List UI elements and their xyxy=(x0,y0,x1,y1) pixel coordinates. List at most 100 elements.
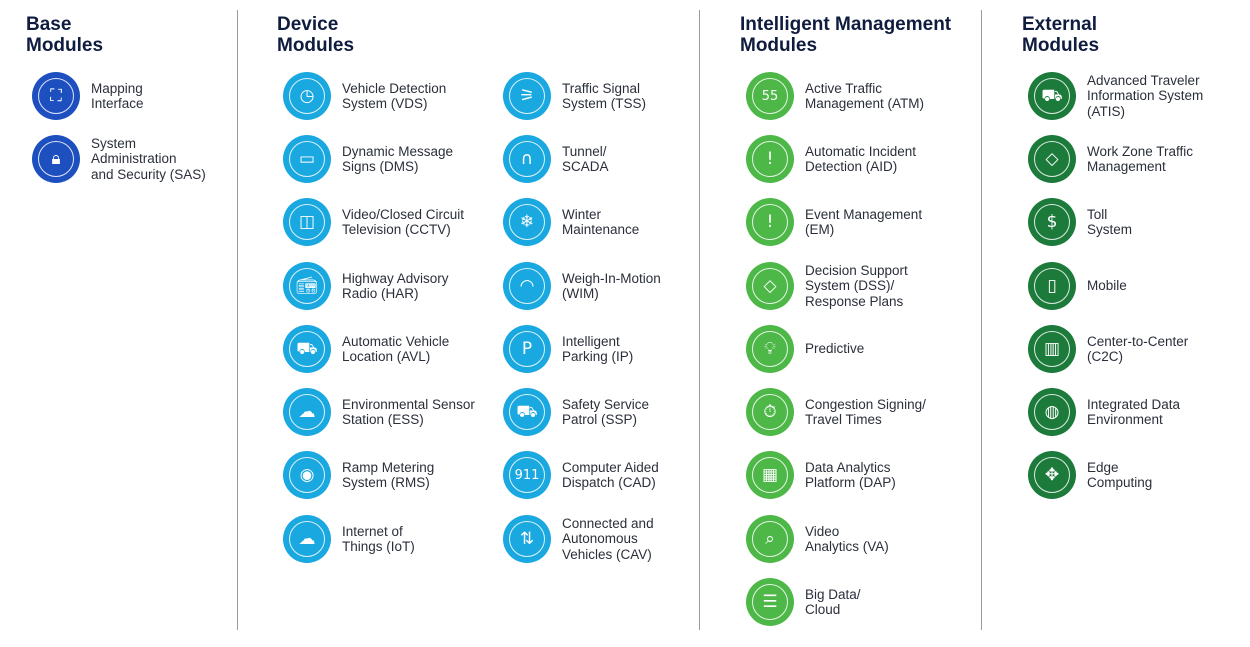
module-item[interactable]: ◫ Video/Closed Circuit Television (CCTV) xyxy=(283,197,464,247)
module-item[interactable]: ⛟ Automatic Vehicle Location (AVL) xyxy=(283,324,449,374)
module-label: Advanced Traveler Information System (ATIS… xyxy=(1087,72,1204,119)
patrol-truck-icon: ⛟ xyxy=(503,388,551,436)
module-item[interactable]: ☰ Big Data/Cloud xyxy=(746,577,861,627)
module-label: Environmental Sensor Station (ESS) xyxy=(342,396,475,428)
module-item[interactable]: ⛟ Advanced Traveler Information System (ATI… xyxy=(1028,71,1203,121)
module-item[interactable]: ⇅ Connected and Autonomous Vehicles (CAV) xyxy=(503,514,654,564)
scale-icon: ◠ xyxy=(503,262,551,310)
video-search-icon: ⌕ xyxy=(746,515,794,563)
tunnel-icon: ∩ xyxy=(503,135,551,183)
base-section-title: Base Modules xyxy=(26,14,103,56)
module-item[interactable]: ! Automatic Incident Detection (AID) xyxy=(746,134,916,184)
module-item[interactable]: ◉ Ramp Metering System (RMS) xyxy=(283,450,434,500)
map-icon: ⛶ xyxy=(32,72,80,120)
car-location-icon: ⛟ xyxy=(283,325,331,373)
module-label: Highway Advisory Radio (HAR) xyxy=(342,270,449,302)
module-label: Tunnel/SCADA xyxy=(562,143,609,175)
camera-icon: ◫ xyxy=(283,198,331,246)
section-title-line: Modules xyxy=(740,35,818,56)
module-label: Weigh-In-Motion (WIM) xyxy=(562,270,661,302)
module-item[interactable]: ▯ Mobile xyxy=(1028,261,1127,311)
section-title-line: Device xyxy=(277,14,339,35)
module-item[interactable]: ∩ Tunnel/SCADA xyxy=(503,134,609,184)
module-item[interactable]: P Intelligent Parking (IP) xyxy=(503,324,633,374)
section-title-line: Intelligent Management xyxy=(740,14,952,35)
weather-icon: ☁ xyxy=(283,388,331,436)
module-label: Work Zone Traffic Management xyxy=(1087,143,1194,175)
exclamation-icon: ! xyxy=(746,198,794,246)
module-label: Big Data/Cloud xyxy=(805,586,861,618)
module-label: Data Analytics Platform (DAP) xyxy=(805,459,896,491)
bar-chart-icon: ▦ xyxy=(746,451,794,499)
module-label: Winter Maintenance xyxy=(562,206,640,238)
globe-network-icon: ◍ xyxy=(1028,388,1076,436)
section-title-line: Modules xyxy=(26,35,104,56)
module-label: Automatic Incident Detection (AID) xyxy=(805,143,917,175)
module-item[interactable]: ☁ Internet of Things (IoT) xyxy=(283,514,415,564)
module-item[interactable]: ! Event Management (EM) xyxy=(746,197,922,247)
module-label: Traffic Signal System (TSS) xyxy=(562,80,647,112)
module-item[interactable]: ◷ Vehicle Detection System (VDS) xyxy=(283,71,446,121)
module-item[interactable]: ▭ Dynamic Message Signs (DMS) xyxy=(283,134,453,184)
traffic-light-icon: ⚞ xyxy=(503,72,551,120)
module-label: Edge Computing xyxy=(1087,459,1153,491)
module-label: Event Management (EM) xyxy=(805,206,923,238)
module-label: Video Analytics (VA) xyxy=(805,523,889,555)
vehicle-timer-icon: ◷ xyxy=(283,72,331,120)
module-item[interactable]: ⌕ Video Analytics (VA) xyxy=(746,514,889,564)
cloud-network-icon: ☁ xyxy=(283,515,331,563)
module-item[interactable]: ✥ Edge Computing xyxy=(1028,450,1152,500)
module-item[interactable]: 🔒︎ System Administration and Security (SAS) xyxy=(32,134,206,184)
module-label: Active Traffic Management (ATM) xyxy=(805,80,925,112)
mobile-icon: ▯ xyxy=(1028,262,1076,310)
lock-icon: 🔒︎ xyxy=(32,135,80,183)
module-item[interactable]: 💡︎ Predictive xyxy=(746,324,864,374)
module-item[interactable]: ▥ Center-to-Center (C2C) xyxy=(1028,324,1188,374)
car-info-icon: ⛟ xyxy=(1028,72,1076,120)
ramp-signal-icon: ◉ xyxy=(283,451,331,499)
radio-icon: 📻︎ xyxy=(283,262,331,310)
section-title-line: Modules xyxy=(1022,35,1100,56)
module-label: Mapping Interface xyxy=(91,80,144,112)
building-icon: ▥ xyxy=(1028,325,1076,373)
device-section-title: Device Modules xyxy=(277,14,354,56)
module-item[interactable]: ◠ Weigh-In-Motion (WIM) xyxy=(503,261,661,311)
dispatch-911-icon: 911 xyxy=(503,451,551,499)
module-item[interactable]: 911 Computer Aided Dispatch (CAD) xyxy=(503,450,659,500)
module-item[interactable]: 📻︎ Highway Advisory Radio (HAR) xyxy=(283,261,449,311)
module-label: Mobile xyxy=(1087,278,1127,294)
speed-limit-icon: 55 xyxy=(746,72,794,120)
message-sign-icon: ▭ xyxy=(283,135,331,183)
module-item[interactable]: ◍ Integrated Data Environment xyxy=(1028,387,1180,437)
module-item[interactable]: ⏱ Congestion Signing/Travel Times xyxy=(746,387,926,437)
server-icon: ☰ xyxy=(746,578,794,626)
section-divider xyxy=(981,10,982,630)
module-item[interactable]: ⛶ Mapping Interface xyxy=(32,71,144,121)
toll-coins-icon: $ xyxy=(1028,198,1076,246)
module-item[interactable]: ▦ Data Analytics Platform (DAP) xyxy=(746,450,896,500)
module-item[interactable]: ◇ Work Zone Traffic Management xyxy=(1028,134,1193,184)
module-label: Vehicle Detection System (VDS) xyxy=(342,80,447,112)
snow-plow-icon: ❄ xyxy=(503,198,551,246)
module-item[interactable]: ⛟ Safety Service Patrol (SSP) xyxy=(503,387,649,437)
module-label: Automatic Vehicle Location (AVL) xyxy=(342,333,450,365)
edge-chip-icon: ✥ xyxy=(1028,451,1076,499)
connected-car-icon: ⇅ xyxy=(503,515,551,563)
module-item[interactable]: ❄ Winter Maintenance xyxy=(503,197,639,247)
section-title-line: External xyxy=(1022,14,1097,35)
module-label: Congestion Signing/Travel Times xyxy=(805,396,926,428)
module-label: Safety Service Patrol (SSP) xyxy=(562,396,650,428)
module-item[interactable]: 55 Active Traffic Management (ATM) xyxy=(746,71,924,121)
module-item[interactable]: ⚞ Traffic Signal System (TSS) xyxy=(503,71,646,121)
module-item[interactable]: ◇ Decision Support System (DSS)/Response P… xyxy=(746,261,908,311)
module-label: Ramp Metering System (RMS) xyxy=(342,459,435,491)
module-item[interactable]: $ Toll System xyxy=(1028,197,1132,247)
module-item[interactable]: ☁ Environmental Sensor Station (ESS) xyxy=(283,387,475,437)
alert-waves-icon: ! xyxy=(746,135,794,183)
section-title-line: Modules xyxy=(277,35,355,56)
work-zone-icon: ◇ xyxy=(1028,135,1076,183)
module-label: Integrated Data Environment xyxy=(1087,396,1181,428)
stopwatch-icon: ⏱ xyxy=(746,388,794,436)
intelligent-section-title: Intelligent Management Modules xyxy=(740,14,951,56)
module-label: Connected and Autonomous Vehicles (CAV) xyxy=(562,515,654,562)
